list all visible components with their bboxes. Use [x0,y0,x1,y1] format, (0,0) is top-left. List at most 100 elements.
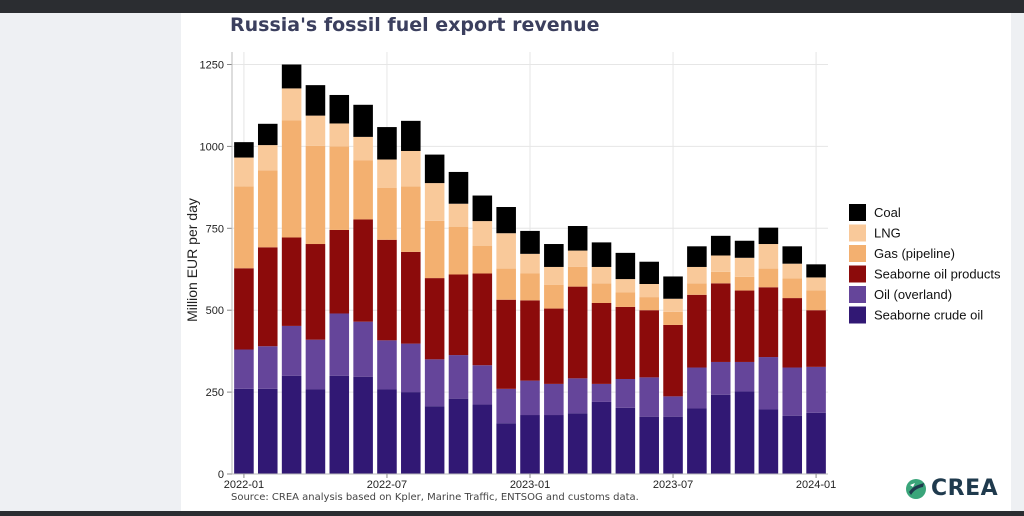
bar-segment-seaborne-crude-oil [758,409,779,474]
bar-segment-oil-overland- [782,367,803,416]
bar-segment-oil-overland- [448,355,469,399]
bar-segment-coal [472,195,493,222]
bar-segment-coal [353,104,373,137]
crea-logo-text: CREA [931,476,999,501]
bar-segment-lng [424,183,445,221]
crea-logo: CREA [904,476,998,501]
bar-segment-seaborne-oil-products [305,244,326,340]
bar-segment-oil-overland- [281,325,302,376]
bar-segment-lng [257,145,278,171]
bar-segment-coal [544,244,564,267]
bar-segment-lng [567,250,588,267]
bar-segment-gas-pipeline- [782,278,803,299]
bar-segment-coal [710,235,731,256]
bar-segment-gas-pipeline- [591,283,612,303]
bar-segment-seaborne-crude-oil [401,392,421,474]
bar-segment-oil-overland- [305,339,326,390]
bar-segment-seaborne-crude-oil [544,415,564,474]
bar-segment-gas-pipeline- [281,120,302,238]
y-tick-label: 750 [206,223,224,235]
bar-segment-lng [639,283,659,298]
bar-segment-oil-overland- [353,321,373,377]
bar-segment-seaborne-oil-products [281,237,302,326]
bar-segment-lng [281,88,302,121]
bar-segment-oil-overland- [377,340,397,390]
bar-segment-lng [353,136,373,161]
bar-segment-coal [281,64,302,89]
bar-segment-lng [472,221,493,246]
bar-segment-oil-overland- [639,377,659,417]
bar-segment-coal [329,94,350,124]
bar-segment-lng [234,157,254,187]
bar-segment-lng [377,159,397,188]
bar-segment-gas-pipeline- [353,160,373,220]
bar-segment-coal [758,227,779,245]
bar-segment-oil-overland- [806,366,826,413]
bar-segment-seaborne-crude-oil [281,375,302,474]
bar-segment-gas-pipeline- [734,276,755,291]
bar-segment-gas-pipeline- [639,297,659,311]
bar-segment-lng [401,150,421,187]
bar-segment-seaborne-oil-products [353,219,373,322]
bar-segment-seaborne-oil-products [401,251,421,344]
bar-segment-oil-overland- [424,359,445,407]
bar-segment-oil-overland- [520,380,540,416]
bar-segment-lng [734,257,755,277]
legend: Coal LNG Gas (pipeline) Seaborne oil produc… [849,204,1001,324]
legend-swatch [849,306,866,324]
bar-segment-gas-pipeline- [687,283,707,295]
bar-segment-gas-pipeline- [472,245,493,274]
bar-segment-coal [639,261,659,284]
bar-segment-seaborne-oil-products [687,294,707,368]
bar-segment-seaborne-oil-products [472,273,493,366]
bar-segment-seaborne-oil-products [782,298,803,368]
bar-segment-seaborne-crude-oil [234,388,254,474]
legend-label: Seaborne oil products [874,267,1001,282]
bar-segment-seaborne-crude-oil [424,406,445,474]
y-axis: 0 250 500 750 1000 1250 [200,52,233,481]
legend-label: Oil (overland) [874,287,952,302]
legend-label: Gas (pipeline) [874,246,955,261]
source-note: Source: CREA analysis based on Kpler, Ma… [231,492,639,503]
bar-segment-coal [567,226,588,251]
bar-segment-seaborne-crude-oil [472,404,493,474]
bar-segment-coal [377,127,397,160]
y-tick-label: 1250 [200,60,224,72]
bar-segment-lng [615,279,636,293]
bar-segment-oil-overland- [663,396,683,417]
bar-segment-gas-pipeline- [305,145,326,245]
bar-segment-seaborne-crude-oil [257,388,278,474]
bar-segment-seaborne-crude-oil [687,408,707,474]
bar-segment-seaborne-oil-products [329,229,350,314]
x-tick-label: 2024-01 [796,479,836,491]
window-top-bar [0,0,1024,13]
bar-segment-coal [687,246,707,267]
bar-segment-seaborne-oil-products [496,299,516,389]
bar-segment-seaborne-crude-oil [591,401,612,474]
bar-segment-seaborne-oil-products [710,283,731,362]
legend-swatch [849,286,866,303]
bar-segment-gas-pipeline- [424,220,445,279]
y-axis-label: Million EUR per day [184,198,200,322]
bar-segment-gas-pipeline- [401,186,421,252]
bar-segment-gas-pipeline- [758,268,779,288]
bar-segment-lng [591,266,612,284]
bar-segment-oil-overland- [544,383,564,416]
bar-segment-seaborne-crude-oil [615,407,636,474]
bar-segment-gas-pipeline- [329,146,350,230]
bar-segment-seaborne-oil-products [758,287,779,358]
bar-segment-seaborne-oil-products [520,300,540,381]
bar-segment-coal [305,85,326,116]
bar-segment-gas-pipeline- [710,271,731,284]
bar-segment-oil-overland- [401,343,421,393]
bar-segment-seaborne-oil-products [591,302,612,384]
bar-segment-oil-overland- [615,379,636,408]
bar-segment-gas-pipeline- [663,311,683,325]
chart-title: Russia's fossil fuel export revenue [230,14,600,36]
bar-segment-oil-overland- [758,357,779,410]
bar-segment-gas-pipeline- [234,186,254,269]
bar-segment-seaborne-crude-oil [663,416,683,474]
bar-segment-seaborne-oil-products [639,310,659,378]
bar-segment-lng [305,115,326,146]
bar-segment-coal [448,171,469,204]
